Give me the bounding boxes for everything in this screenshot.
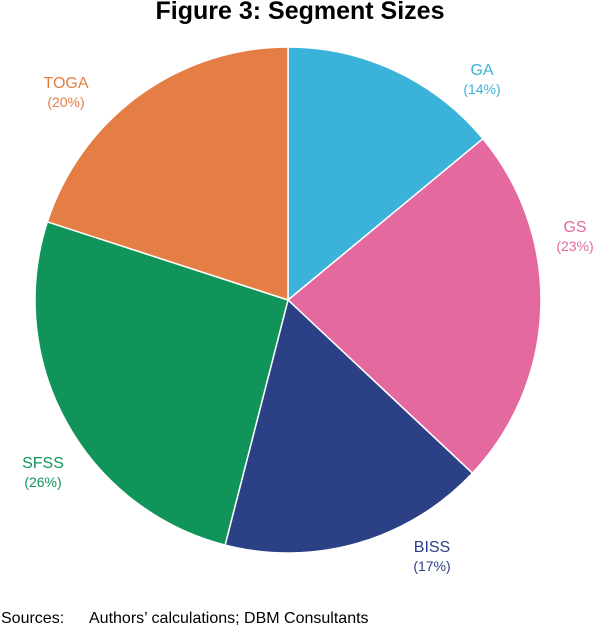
slice-label-sfss: SFSS (22, 455, 64, 472)
pie-chart: GA (14%) GS (23%) BISS (17%) SFSS (26%) TOGA (20%… (22, 46, 594, 574)
pie-slice-sfss (34, 220, 289, 546)
slice-label-gs: GS (563, 219, 586, 236)
slice-label-toga: TOGA (43, 75, 88, 92)
slice-percent-ga: (14%) (463, 81, 500, 97)
pie-slice-biss (224, 298, 474, 554)
slice-label-biss: BISS (414, 539, 450, 556)
source-text: Authors’ calculations; DBM Consultants (89, 610, 369, 627)
chart-title: Figure 3: Segment Sizes (155, 0, 445, 25)
slice-percent-biss: (17%) (413, 558, 450, 574)
slice-percent-gs: (23%) (556, 238, 593, 254)
slice-label-ga: GA (470, 62, 493, 79)
pie-slice-ga (287, 46, 484, 302)
slice-percent-toga: (20%) (47, 94, 84, 110)
pie-slice-toga (46, 46, 289, 302)
source-label: Sources: (1, 610, 65, 627)
slice-percent-sfss: (26%) (24, 474, 61, 490)
pie-slice-gs (286, 137, 542, 475)
source-note: Sources: Authors’ calculations; DBM Consu… (1, 610, 369, 628)
